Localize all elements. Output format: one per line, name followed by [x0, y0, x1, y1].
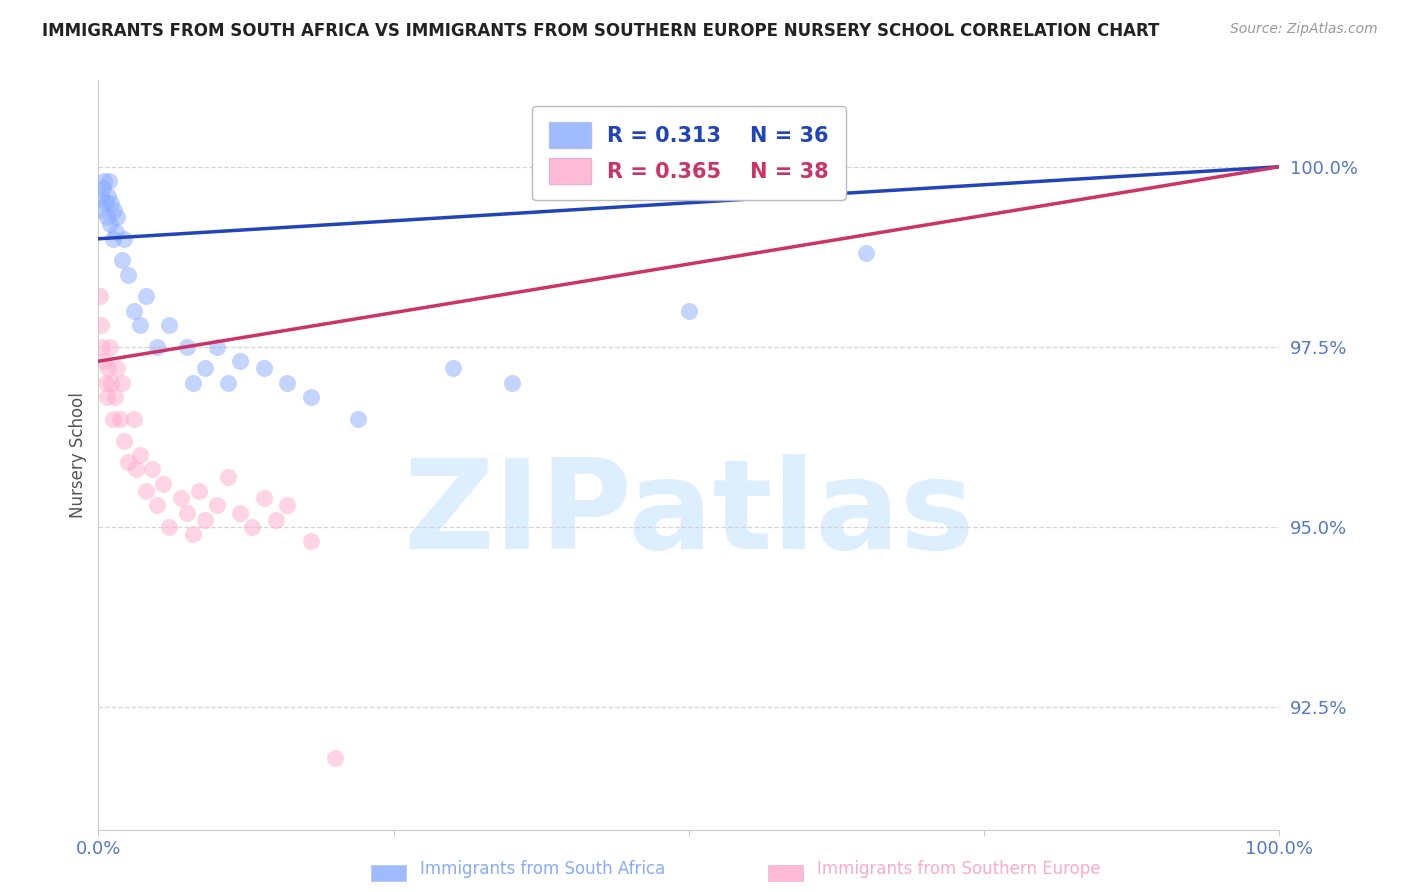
Point: [152, 476, 174, 491]
Point: [98, 174, 121, 188]
Text: Source: ZipAtlas.com: Source: ZipAtlas.com: [1230, 22, 1378, 37]
Point: [117, 268, 139, 282]
Point: [91, 181, 114, 195]
Point: [105, 225, 128, 239]
Point: [94, 376, 117, 390]
Point: [104, 390, 127, 404]
Point: [194, 513, 217, 527]
Point: [111, 376, 134, 390]
Point: [441, 361, 464, 376]
Point: [101, 232, 124, 246]
Point: [117, 455, 139, 469]
Text: ZIPatlas: ZIPatlas: [404, 454, 974, 575]
Text: Immigrants from South Africa: Immigrants from South Africa: [420, 860, 665, 878]
Point: [128, 318, 150, 333]
Point: [122, 303, 145, 318]
Point: [194, 361, 217, 376]
Point: [855, 246, 877, 260]
Point: [181, 376, 204, 390]
Point: [141, 462, 163, 476]
Point: [264, 513, 287, 527]
Point: [181, 527, 204, 541]
Point: [205, 499, 228, 513]
Point: [111, 253, 134, 268]
Point: [276, 376, 298, 390]
Point: [122, 412, 145, 426]
Point: [96, 210, 118, 224]
Point: [108, 412, 131, 426]
Text: Immigrants from Southern Europe: Immigrants from Southern Europe: [817, 860, 1101, 878]
Point: [91, 340, 114, 354]
Point: [93, 174, 115, 188]
Point: [240, 520, 263, 534]
Point: [98, 218, 121, 232]
Point: [125, 462, 148, 476]
Point: [146, 499, 169, 513]
Point: [157, 520, 180, 534]
Point: [105, 361, 128, 376]
Y-axis label: Nursery School: Nursery School: [69, 392, 87, 518]
Point: [89, 289, 111, 303]
Point: [176, 506, 198, 520]
Point: [98, 340, 121, 354]
Point: [253, 491, 276, 505]
Point: [146, 340, 169, 354]
Point: [217, 469, 239, 483]
Point: [100, 376, 122, 390]
Point: [170, 491, 193, 505]
Point: [276, 499, 298, 513]
Legend: R = 0.313    N = 36, R = 0.365    N = 38: R = 0.313 N = 36, R = 0.365 N = 38: [533, 105, 845, 201]
Point: [105, 210, 128, 224]
Point: [100, 195, 122, 210]
Point: [103, 202, 125, 217]
Point: [112, 232, 135, 246]
Point: [90, 318, 112, 333]
Point: [299, 390, 322, 404]
Point: [135, 483, 157, 498]
Point: [217, 376, 239, 390]
Point: [96, 390, 118, 404]
Point: [229, 354, 252, 368]
Point: [678, 303, 700, 318]
Point: [94, 195, 117, 210]
Point: [299, 534, 322, 549]
Point: [128, 448, 150, 462]
Point: [253, 361, 276, 376]
Point: [112, 434, 135, 448]
Text: IMMIGRANTS FROM SOUTH AFRICA VS IMMIGRANTS FROM SOUTHERN EUROPE NURSERY SCHOOL C: IMMIGRANTS FROM SOUTH AFRICA VS IMMIGRAN…: [42, 22, 1160, 40]
Point: [135, 289, 157, 303]
Point: [101, 412, 124, 426]
Point: [90, 188, 112, 202]
Point: [347, 412, 370, 426]
Point: [91, 202, 114, 217]
Point: [93, 354, 115, 368]
Point: [501, 376, 523, 390]
Point: [229, 506, 252, 520]
Point: [97, 188, 120, 202]
Point: [157, 318, 180, 333]
Point: [97, 361, 120, 376]
Point: [323, 750, 346, 764]
Point: [187, 483, 209, 498]
Point: [176, 340, 198, 354]
Point: [205, 340, 228, 354]
